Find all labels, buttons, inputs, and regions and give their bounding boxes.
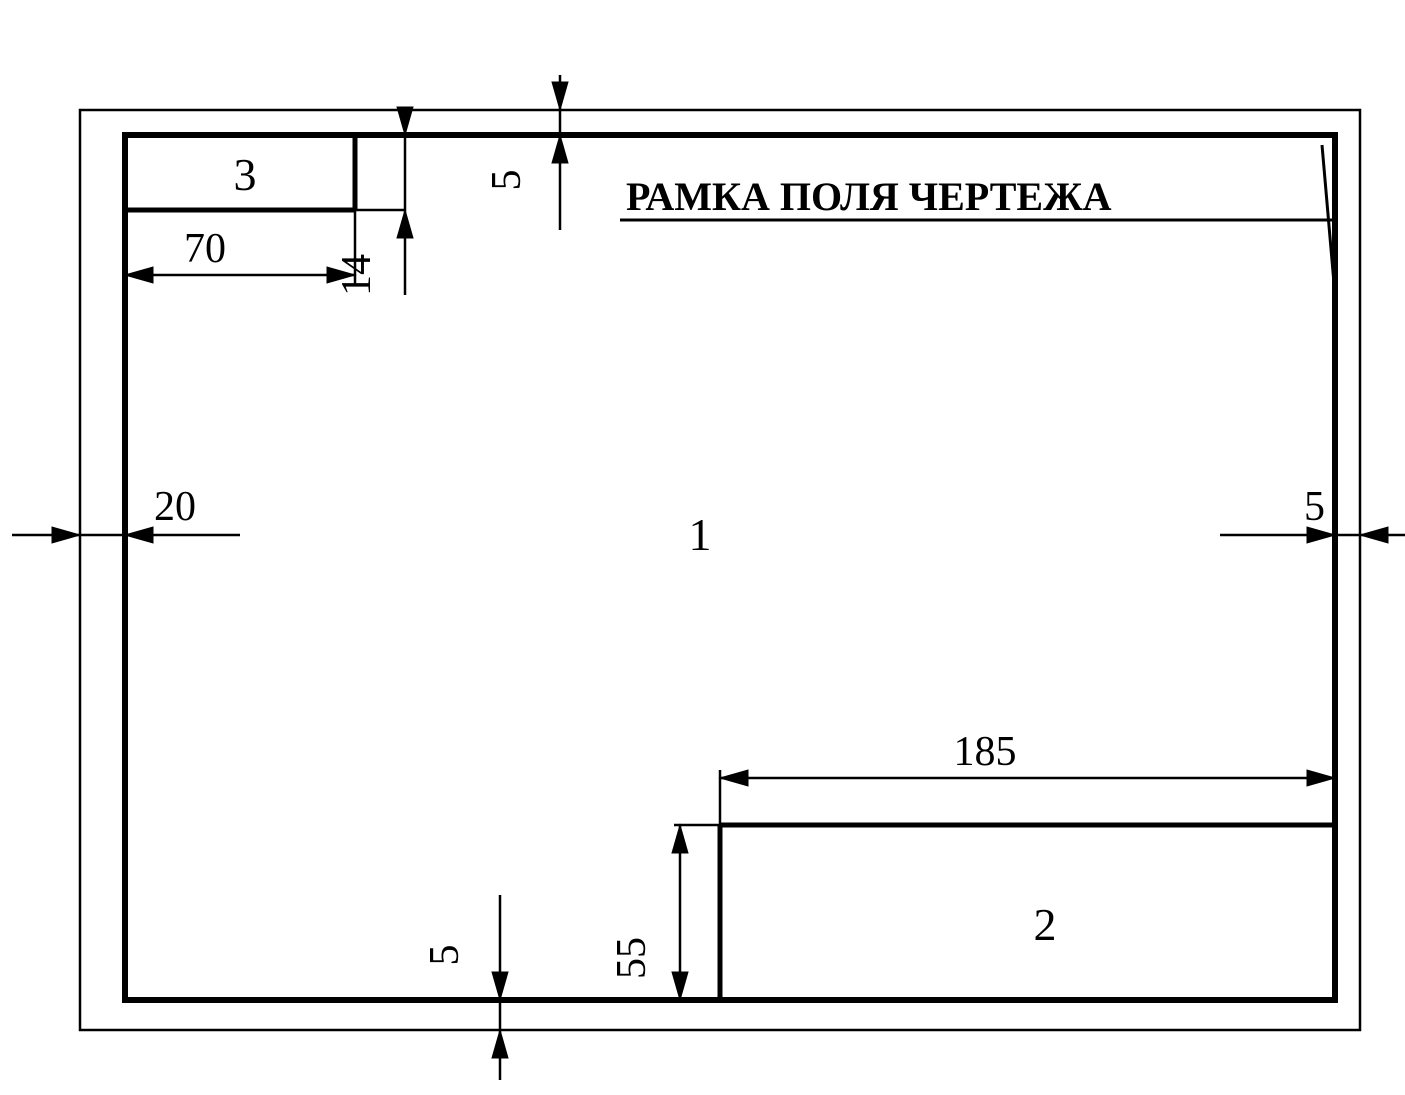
dim185-arrow-l <box>720 770 748 786</box>
dim14-arrow-up <box>397 210 413 238</box>
dim-left20-arrow-r <box>52 527 80 543</box>
dim-left20-arrow-l <box>125 527 153 543</box>
dim185-text: 185 <box>954 729 1017 775</box>
dim-top5-arrow-dn <box>552 82 568 110</box>
dim55-text: 55 <box>609 937 655 979</box>
dim70-arrow-l <box>125 267 153 283</box>
frame-label-text: РАМКА ПОЛЯ ЧЕРТЕЖА <box>626 174 1112 219</box>
zone-1-label: 1 <box>689 509 712 560</box>
dim70-text: 70 <box>184 226 226 272</box>
dim-left20-text: 20 <box>154 484 196 530</box>
dim14-text: 14 <box>334 254 380 296</box>
dim14-arrow-dn <box>397 107 413 135</box>
dim-bot5-arrow-up <box>492 1030 508 1058</box>
dim-bot5-text: 5 <box>422 945 468 966</box>
dim-top5-arrow-up <box>552 135 568 163</box>
dim185-arrow-r <box>1307 770 1335 786</box>
dim-right5-text: 5 <box>1304 484 1325 530</box>
dim-top5-text: 5 <box>484 170 530 191</box>
dim-bot5-arrow-dn <box>492 972 508 1000</box>
zone-3-label: 3 <box>234 149 257 200</box>
dim55-arrow-u <box>672 825 688 853</box>
zone-2-label: 2 <box>1034 899 1057 950</box>
drawing-frame-rect <box>125 135 1335 1000</box>
dim55-arrow-d <box>672 972 688 1000</box>
dim-right5-arrow-l <box>1360 527 1388 543</box>
drawing-svg: 123РАМКА ПОЛЯ ЧЕРТЕЖА52055701418555 <box>0 0 1405 1095</box>
